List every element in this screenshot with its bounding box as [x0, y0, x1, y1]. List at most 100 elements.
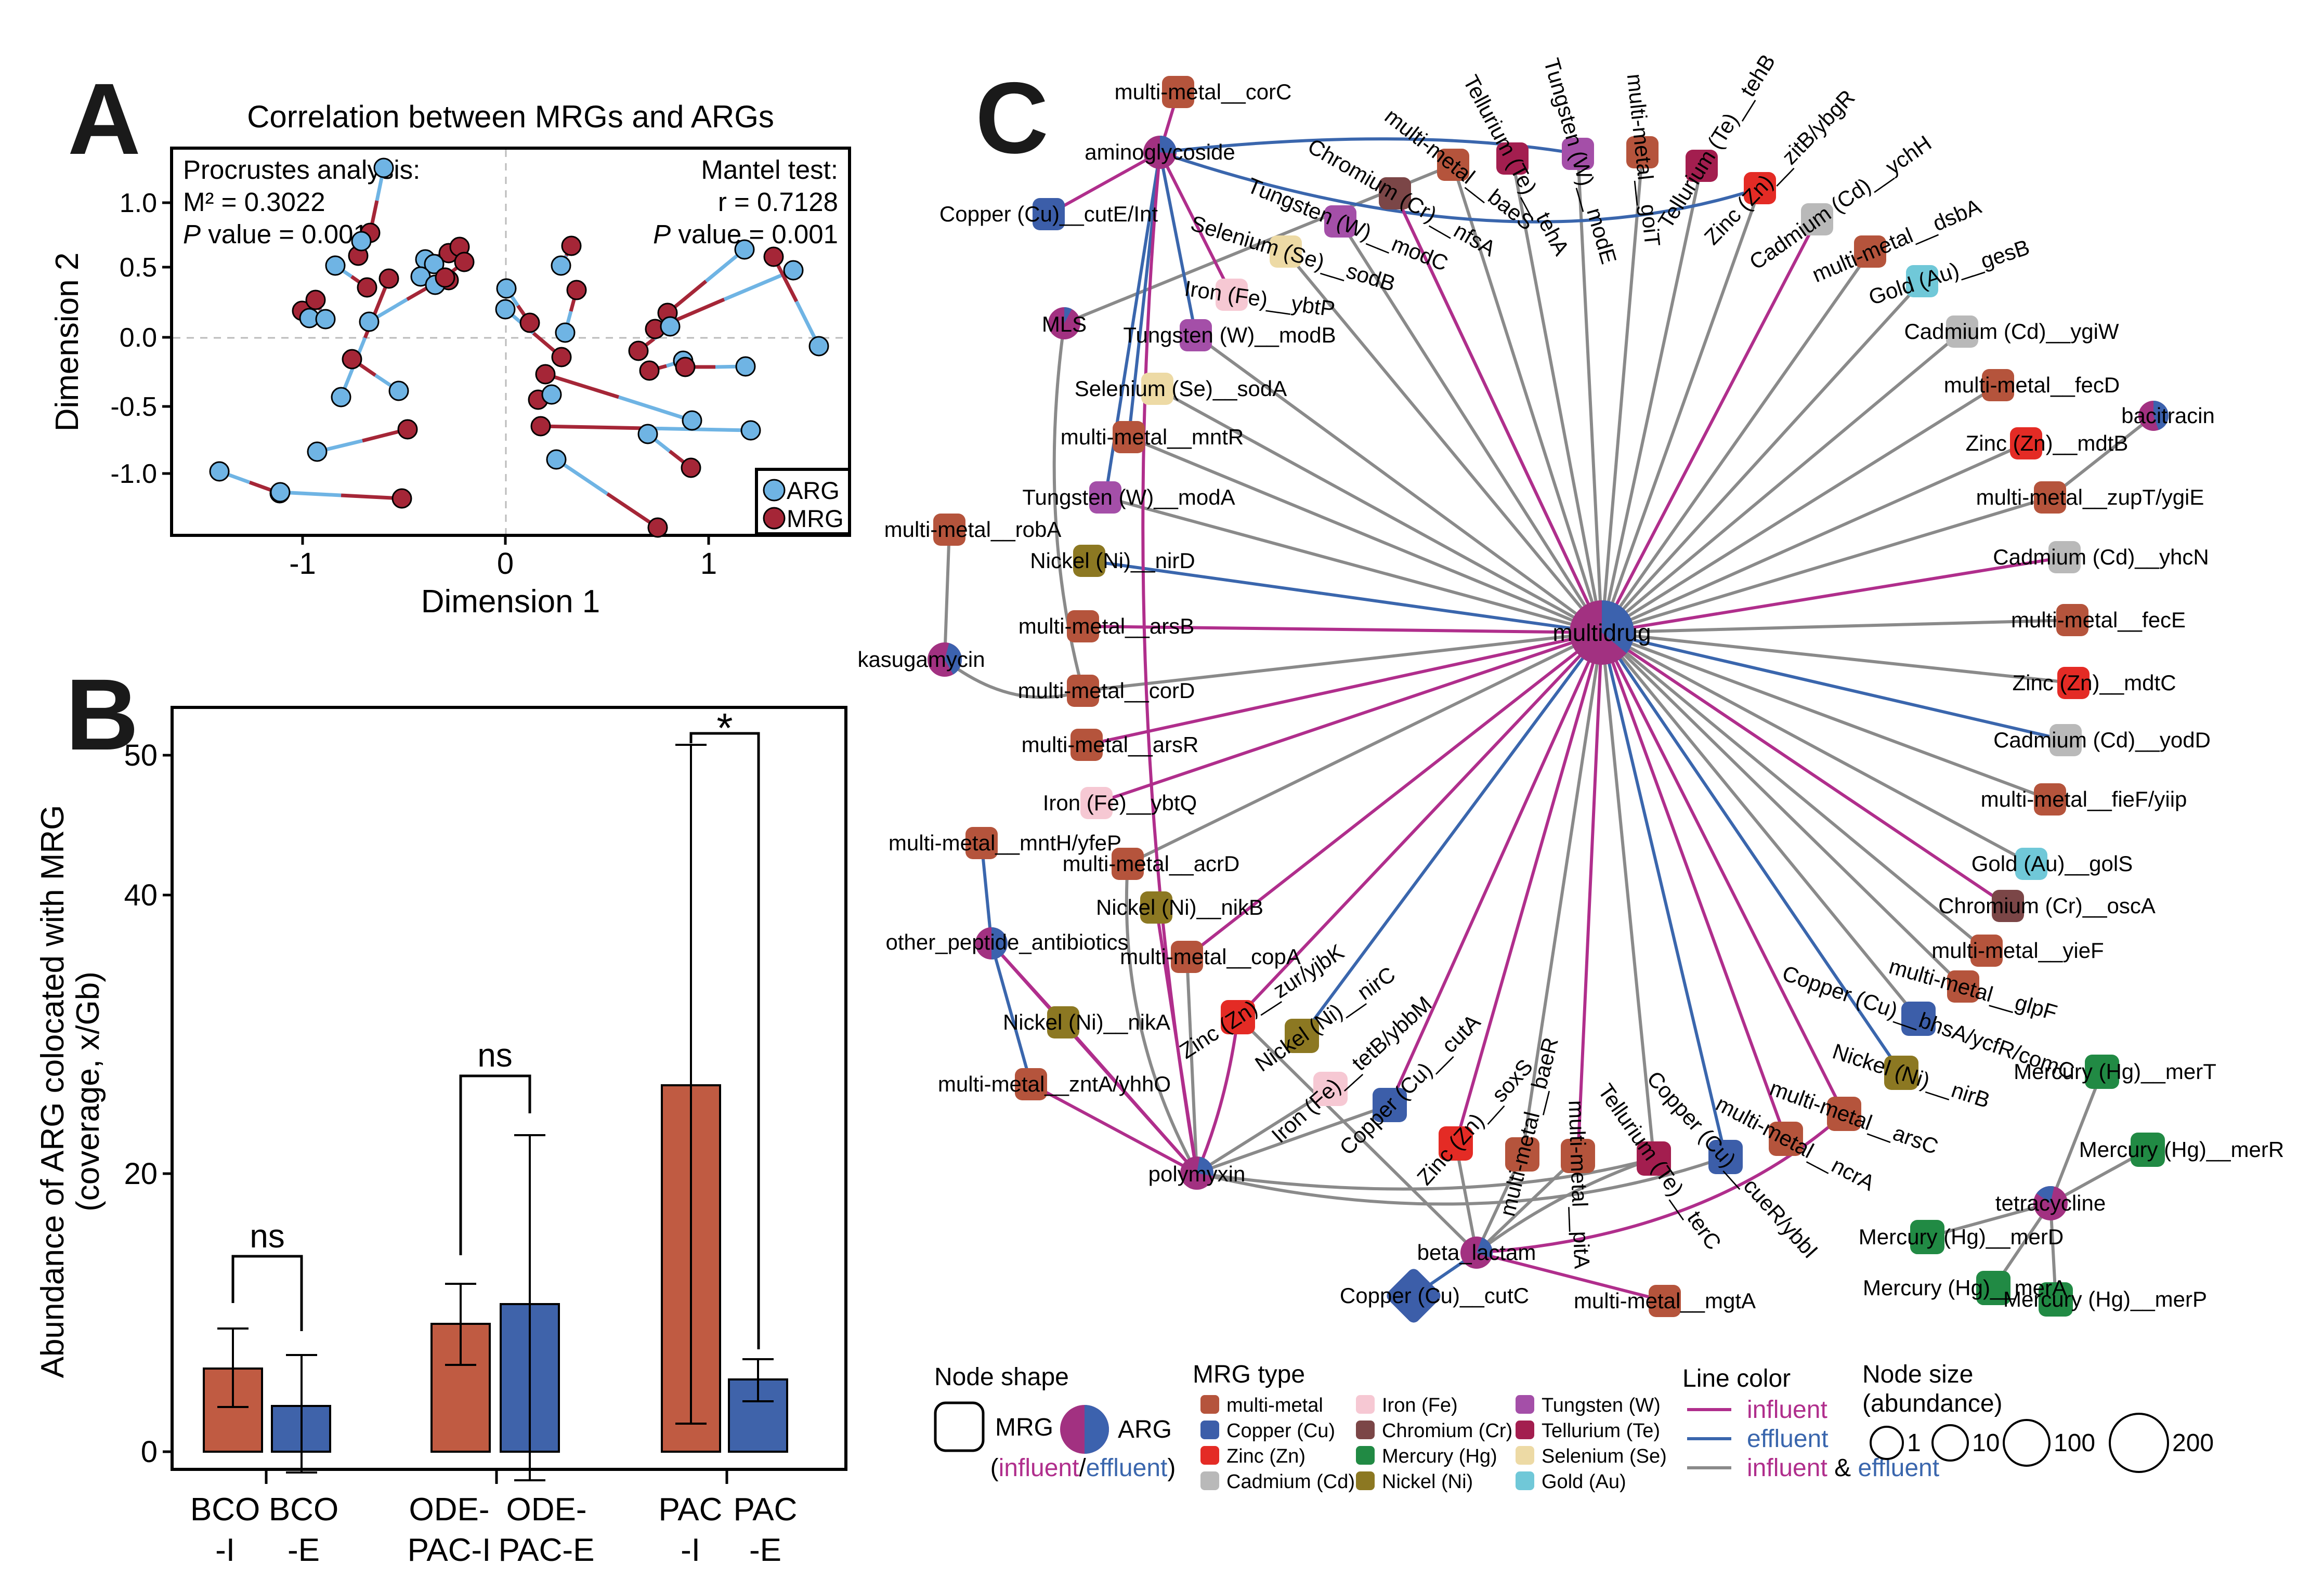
svg-text:Tellurium (Te): Tellurium (Te) [1542, 1420, 1660, 1442]
svg-text:Dimension 1: Dimension 1 [421, 584, 600, 620]
svg-text:ns: ns [250, 1217, 285, 1255]
svg-text:0: 0 [141, 1435, 158, 1469]
svg-text:Gold (Au)__golS: Gold (Au)__golS [1972, 851, 2133, 876]
svg-text:multidrug: multidrug [1552, 619, 1651, 646]
svg-text:multi-metal__zupT/ygiE: multi-metal__zupT/ygiE [1976, 485, 2204, 509]
svg-text:MLS: MLS [1042, 312, 1087, 336]
svg-text:ODE-: ODE- [506, 1492, 587, 1528]
svg-text:MRG type: MRG type [1193, 1361, 1305, 1388]
svg-text:Selenium (Se): Selenium (Se) [1542, 1445, 1667, 1467]
svg-text:PAC: PAC [659, 1492, 723, 1528]
svg-text:Zinc (Zn)__mdtB: Zinc (Zn)__mdtB [1966, 431, 2129, 455]
svg-text:10: 10 [1972, 1429, 2000, 1457]
svg-text:Mercury (Hg)__merP: Mercury (Hg)__merP [2003, 1287, 2207, 1311]
svg-text:Line color: Line color [1682, 1365, 1791, 1392]
svg-text:50: 50 [124, 739, 158, 772]
svg-text:40: 40 [124, 878, 158, 912]
svg-text:MRG: MRG [787, 505, 844, 532]
svg-text:multi-metal__copA: multi-metal__copA [1120, 944, 1301, 969]
svg-text:-I: -I [681, 1532, 700, 1568]
svg-text:kasugamycin: kasugamycin [857, 647, 985, 672]
svg-text:-E: -E [749, 1532, 781, 1568]
svg-text:influent: influent [1747, 1396, 1827, 1424]
svg-text:Chromium (Cr): Chromium (Cr) [1382, 1420, 1512, 1442]
svg-text:Node shape: Node shape [934, 1363, 1069, 1391]
svg-text:PAC-E: PAC-E [499, 1532, 595, 1568]
svg-text:1.0: 1.0 [120, 188, 157, 218]
svg-text:Mercury (Hg): Mercury (Hg) [1382, 1445, 1497, 1467]
svg-text:Correlation between MRGs and A: Correlation between MRGs and ARGs [247, 99, 774, 134]
svg-text:BCO: BCO [269, 1492, 338, 1528]
svg-text:C: C [975, 61, 1049, 175]
svg-text:(abundance): (abundance) [1862, 1390, 2003, 1417]
svg-text:multi-metal: multi-metal [1226, 1395, 1323, 1416]
svg-text:-E: -E [288, 1532, 320, 1568]
svg-text:multi-metal__arsB: multi-metal__arsB [1019, 614, 1194, 638]
svg-text:multi-metal__fecE: multi-metal__fecE [2011, 608, 2186, 632]
svg-text:20: 20 [124, 1157, 158, 1191]
svg-text:effluent: effluent [1747, 1425, 1829, 1453]
svg-text:Nickel (Ni)__nirD: Nickel (Ni)__nirD [1030, 548, 1195, 573]
svg-text:Nickel (Ni)__nikB: Nickel (Ni)__nikB [1096, 895, 1263, 919]
svg-text:multi-metal__corC: multi-metal__corC [1115, 80, 1292, 104]
svg-text:Iron (Fe): Iron (Fe) [1382, 1395, 1458, 1416]
svg-text:PAC-I: PAC-I [408, 1532, 491, 1568]
svg-text:aminoglycoside: aminoglycoside [1085, 140, 1235, 164]
svg-text:beta_lactam: beta_lactam [1417, 1240, 1536, 1265]
svg-text:multi-metal__zntA/yhhO: multi-metal__zntA/yhhO [938, 1072, 1171, 1096]
svg-text:polymyxin: polymyxin [1148, 1162, 1246, 1186]
svg-text:Mantel test:: Mantel test: [701, 155, 838, 185]
svg-text:Cadmium (Cd)__yhcN: Cadmium (Cd)__yhcN [1993, 545, 2209, 569]
svg-text:Abundance of ARG colocated wit: Abundance of ARG colocated with MRG [35, 805, 71, 1378]
svg-text:ns: ns [477, 1036, 513, 1074]
svg-text:multi-metal__fieF/yiip: multi-metal__fieF/yiip [1981, 787, 2187, 811]
svg-text:Nickel (Ni): Nickel (Ni) [1382, 1471, 1473, 1493]
svg-text:0.0: 0.0 [120, 323, 157, 353]
svg-text:ARG: ARG [787, 477, 840, 504]
svg-text:(influent/effluent): (influent/effluent) [990, 1454, 1176, 1482]
svg-text:Tungsten (W): Tungsten (W) [1542, 1395, 1661, 1416]
svg-text:Iron (Fe)__ybtQ: Iron (Fe)__ybtQ [1043, 791, 1197, 815]
svg-text:-I: -I [215, 1532, 235, 1568]
svg-text:other_peptide_antibiotics: other_peptide_antibiotics [885, 930, 1128, 954]
svg-text:0: 0 [497, 547, 514, 581]
svg-text:-0.5: -0.5 [110, 392, 157, 422]
svg-text:Mercury (Hg)__merA: Mercury (Hg)__merA [1863, 1275, 2067, 1300]
svg-text:Cadmium (Cd)__yodD: Cadmium (Cd)__yodD [1993, 728, 2211, 752]
svg-text:100: 100 [2054, 1429, 2095, 1457]
svg-text:multi-metal__yieF: multi-metal__yieF [1931, 938, 2104, 963]
svg-text:0.5: 0.5 [120, 253, 157, 283]
svg-text:influent & effluent: influent & effluent [1747, 1454, 1939, 1482]
svg-text:Copper (Cu)__cutC: Copper (Cu)__cutC [1340, 1283, 1529, 1308]
svg-text:Gold (Au): Gold (Au) [1542, 1471, 1626, 1493]
svg-text:1: 1 [1907, 1429, 1921, 1457]
svg-text:(coverage, x/Gb): (coverage, x/Gb) [70, 971, 106, 1212]
svg-text:200: 200 [2172, 1429, 2214, 1457]
svg-text:B: B [66, 658, 139, 771]
svg-text:Cadmium (Cd): Cadmium (Cd) [1226, 1471, 1355, 1493]
svg-text:A: A [68, 62, 141, 176]
svg-text:Zinc (Zn): Zinc (Zn) [1226, 1445, 1305, 1467]
svg-text:multi-metal__pitA: multi-metal__pitA [1564, 1100, 1594, 1269]
svg-text:Selenium (Se)__sodA: Selenium (Se)__sodA [1075, 376, 1287, 401]
svg-text:Node size: Node size [1862, 1361, 1973, 1388]
svg-text:*: * [716, 705, 733, 751]
svg-text:Copper (Cu)__cutE/Int: Copper (Cu)__cutE/Int [939, 202, 1158, 226]
svg-text:Tungsten (W)__modB: Tungsten (W)__modB [1123, 323, 1336, 347]
svg-text:bacitracin: bacitracin [2121, 403, 2215, 428]
svg-text:tetracycline: tetracycline [1995, 1191, 2106, 1215]
svg-text:M² = 0.3022: M² = 0.3022 [183, 187, 325, 217]
svg-text:Dimension 2: Dimension 2 [49, 253, 85, 432]
svg-text:Mercury (Hg)__merR: Mercury (Hg)__merR [2079, 1137, 2284, 1162]
svg-text:PAC: PAC [734, 1492, 798, 1528]
svg-text:r = 0.7128: r = 0.7128 [718, 187, 838, 217]
svg-text:1: 1 [700, 547, 717, 581]
svg-text:BCO: BCO [190, 1492, 260, 1528]
svg-text:multi-metal__corD: multi-metal__corD [1018, 678, 1195, 703]
svg-text:multi-metal__mntH/yfeP: multi-metal__mntH/yfeP [889, 831, 1121, 855]
svg-text:multi-metal__robA: multi-metal__robA [884, 517, 1062, 542]
svg-text:-1.0: -1.0 [110, 459, 157, 489]
svg-text:multi-metal__fecD: multi-metal__fecD [1944, 373, 2120, 397]
svg-text:P value = 0.001: P value = 0.001 [183, 219, 368, 249]
svg-text:multi-metal__arsR: multi-metal__arsR [1022, 732, 1199, 757]
